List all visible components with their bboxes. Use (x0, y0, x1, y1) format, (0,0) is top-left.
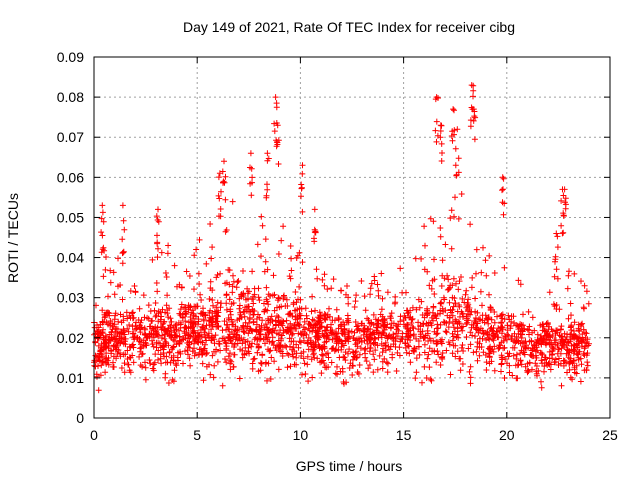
y-tick-label: 0 (76, 410, 84, 426)
y-tick-label: 0.02 (57, 330, 84, 346)
y-tick-label: 0.09 (57, 49, 84, 65)
y-tick-label: 0.05 (57, 209, 84, 225)
axis-ticks: 0 0.01 0.02 0.03 0.04 0.05 0.06 0.07 0.08 0.09 0 5 1… (57, 49, 618, 443)
y-tick-label: 0.08 (57, 89, 84, 105)
data-points (91, 82, 592, 394)
x-tick-label: 10 (293, 427, 309, 443)
y-tick-label: 0.07 (57, 129, 84, 145)
chart-title: Day 149 of 2021, Rate Of TEC Index for r… (183, 19, 515, 35)
y-axis-label: ROTI / TECUs (5, 193, 21, 283)
x-tick-label: 5 (193, 427, 201, 443)
y-tick-label: 0.06 (57, 169, 84, 185)
x-tick-label: 15 (396, 427, 412, 443)
x-axis-label: GPS time / hours (296, 458, 403, 474)
plot-frame (93, 56, 611, 419)
x-tick-label: 20 (499, 427, 515, 443)
y-tick-label: 0.04 (57, 250, 84, 266)
y-tick-label: 0.01 (57, 370, 84, 386)
x-tick-label: 25 (602, 427, 618, 443)
x-tick-label: 0 (90, 427, 98, 443)
scatter-markers (91, 82, 592, 394)
y-tick-label: 0.03 (57, 290, 84, 306)
